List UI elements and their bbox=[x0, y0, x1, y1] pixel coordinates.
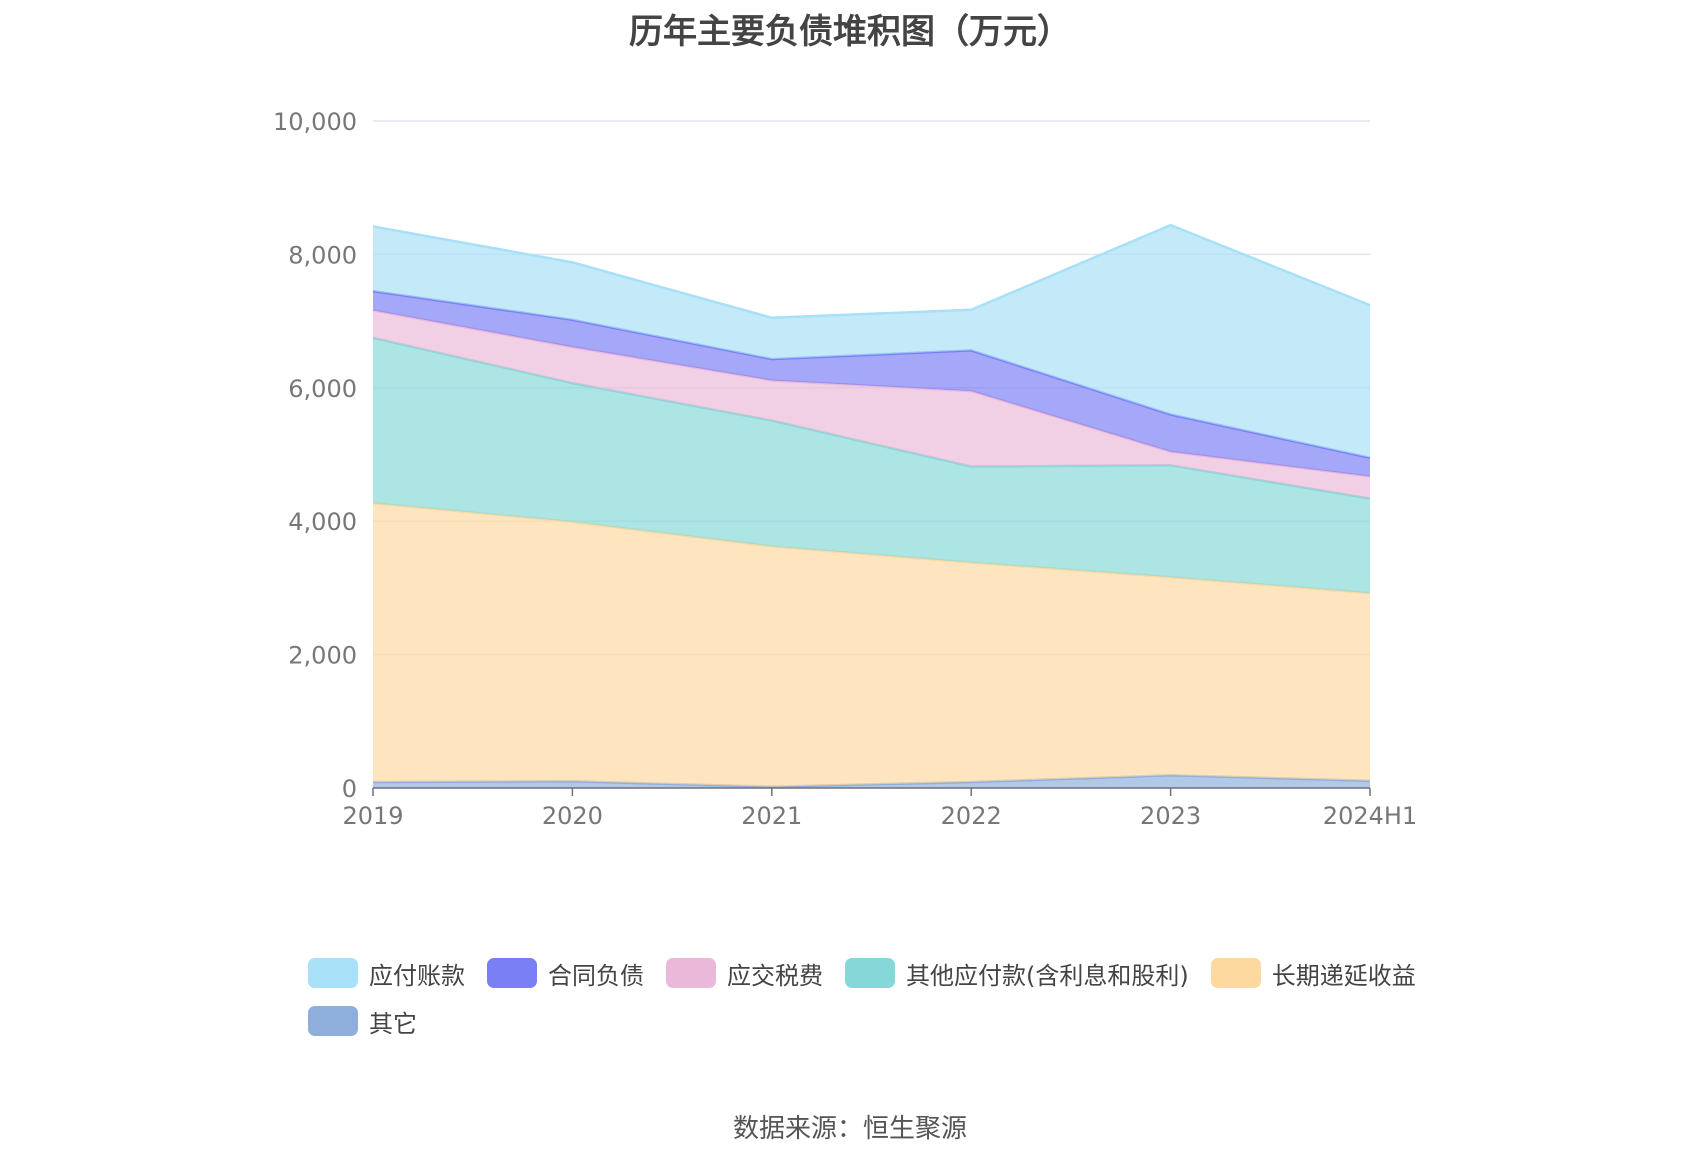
legend-label: 合同负债 bbox=[548, 961, 644, 990]
x-tick-label: 2022 bbox=[941, 802, 1002, 830]
stacked-area-chart: 0 2,000 4,000 6,000 8,000 10,000 2019 2020 2021 2… bbox=[273, 108, 1417, 830]
legend-swatch bbox=[308, 958, 358, 988]
legend-item[interactable]: 长期递延收益 bbox=[1210, 958, 1416, 990]
y-tick-label: 8,000 bbox=[288, 241, 357, 269]
legend-label: 应付账款 bbox=[369, 961, 465, 990]
area-edge-应付账款 bbox=[372, 223, 1371, 320]
area-应付账款 bbox=[373, 225, 1370, 458]
x-tick-label: 2021 bbox=[741, 802, 802, 830]
legend-label: 长期递延收益 bbox=[1271, 961, 1416, 990]
y-tick-label: 0 bbox=[342, 775, 357, 803]
area-应交税费 bbox=[373, 310, 1370, 499]
legend-swatch bbox=[845, 958, 895, 988]
legend-label: 应交税费 bbox=[727, 961, 823, 990]
legend-label: 其他应付款(含利息和股利) bbox=[906, 961, 1189, 990]
legend-item[interactable]: 应交税费 bbox=[666, 958, 823, 990]
legend-item[interactable]: 其它 bbox=[308, 1006, 417, 1038]
legend-item[interactable]: 其他应付款(含利息和股利) bbox=[845, 958, 1189, 990]
legend-swatch bbox=[666, 958, 716, 988]
area-series bbox=[372, 223, 1371, 788]
legend-label: 其它 bbox=[369, 1009, 417, 1038]
y-tick-label: 6,000 bbox=[288, 375, 357, 403]
y-tick-label: 2,000 bbox=[288, 642, 357, 670]
legend-swatch bbox=[487, 958, 537, 988]
axes: 0 2,000 4,000 6,000 8,000 10,000 2019 2020 2021 2… bbox=[273, 108, 1417, 830]
data-source-note: 数据来源：恒生聚源 bbox=[732, 1114, 967, 1144]
legend-swatch bbox=[1210, 958, 1261, 988]
y-tick-label: 4,000 bbox=[288, 508, 357, 536]
area-合同负债 bbox=[373, 291, 1370, 477]
area-其它 bbox=[373, 775, 1370, 788]
x-tick-label: 2024H1 bbox=[1323, 802, 1417, 830]
legend-item[interactable]: 合同负债 bbox=[487, 958, 644, 990]
y-tick-label: 10,000 bbox=[273, 108, 357, 136]
x-tick-label: 2019 bbox=[342, 802, 403, 830]
x-tick-label: 2023 bbox=[1140, 802, 1201, 830]
legend-item[interactable]: 应付账款 bbox=[308, 958, 465, 990]
x-tick-label: 2020 bbox=[542, 802, 603, 830]
area-其他应付款(含利息和股利) bbox=[373, 337, 1370, 594]
chart-title: 历年主要负债堆积图（万元） bbox=[629, 12, 1071, 52]
legend: 应付账款 合同负债 应交税费 其他应付款(含利息和股利) 长期递延收益其它 bbox=[308, 958, 1458, 1038]
legend-swatch bbox=[308, 1006, 358, 1036]
